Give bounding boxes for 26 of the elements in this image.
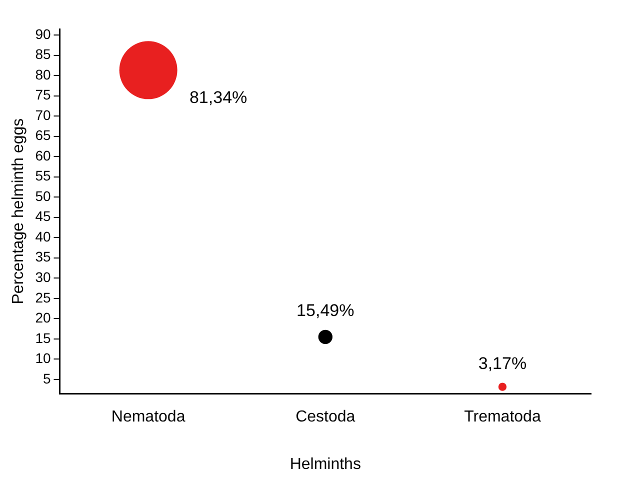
x-tick-label: Nematoda — [111, 408, 186, 426]
y-tick-label: 85 — [35, 46, 51, 62]
y-tick-label: 20 — [35, 310, 51, 326]
y-tick-label: 25 — [35, 289, 51, 306]
y-tick-label: 90 — [35, 26, 51, 42]
x-tick-label: Trematoda — [464, 408, 541, 426]
y-tick-label: 10 — [35, 350, 51, 366]
y-tick-label: 55 — [35, 168, 51, 184]
y-tick-label: 35 — [35, 248, 51, 265]
y-tick-label: 50 — [35, 188, 51, 204]
y-tick-label: 45 — [35, 208, 51, 224]
data-label: 15,49% — [296, 301, 354, 320]
y-tick-label: 70 — [35, 106, 51, 123]
x-tick-label: Cestoda — [296, 408, 356, 426]
data-label: 3,17% — [478, 354, 527, 373]
y-tick-label: 5 — [42, 370, 51, 386]
y-tick-label: 60 — [35, 147, 51, 164]
y-tick-label: 80 — [35, 66, 51, 82]
y-tick-label: 15 — [35, 330, 51, 346]
y-axis-title: Percentage helminth eggs — [10, 118, 28, 304]
y-tick-label: 65 — [35, 127, 51, 144]
data-label: 81,34% — [189, 88, 248, 107]
y-tick-label: 75 — [35, 86, 51, 103]
y-tick-label: 40 — [35, 228, 51, 244]
y-tick-label: 30 — [35, 269, 51, 286]
x-axis-title: Helminths — [290, 456, 361, 473]
